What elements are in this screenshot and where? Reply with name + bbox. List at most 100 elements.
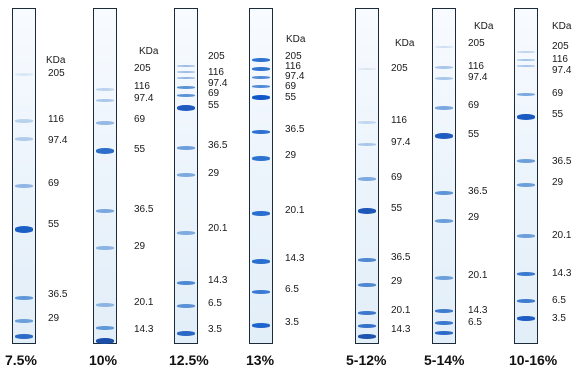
marker-label: 55 — [391, 203, 403, 214]
protein-band — [252, 156, 270, 161]
marker-label: 69 — [285, 81, 297, 92]
protein-band — [96, 88, 114, 91]
protein-band — [358, 208, 376, 214]
protein-band — [435, 77, 453, 80]
protein-band — [177, 65, 195, 67]
protein-band — [358, 324, 376, 328]
unit-label-5: KDa — [395, 38, 415, 49]
protein-band — [15, 319, 33, 323]
gel-lane-6 — [432, 8, 456, 344]
protein-band — [96, 303, 114, 307]
protein-band — [358, 121, 376, 124]
marker-label: 55 — [468, 129, 480, 140]
marker-label: 69 — [208, 88, 220, 99]
protein-band — [96, 121, 114, 125]
marker-label: 205 — [134, 63, 151, 74]
gel-percent-label: 5-12% — [346, 352, 387, 368]
protein-band — [517, 234, 535, 238]
protein-band — [358, 283, 376, 287]
protein-band — [435, 309, 453, 313]
gel-percent-label: 13% — [246, 352, 275, 368]
protein-band — [517, 299, 535, 303]
protein-band — [517, 316, 535, 321]
protein-band — [358, 334, 376, 339]
gel-lane-3 — [174, 8, 198, 344]
protein-band — [96, 148, 114, 154]
marker-label: 3.5 — [208, 324, 222, 335]
protein-band — [435, 331, 453, 335]
marker-label: 116 — [285, 61, 301, 72]
marker-label: 20.1 — [134, 297, 154, 308]
protein-band — [15, 184, 33, 188]
marker-label: 97.4 — [468, 72, 488, 83]
protein-band — [517, 59, 535, 61]
gel-percent-label: 10-16% — [509, 352, 558, 368]
marker-label: 205 — [285, 51, 302, 62]
protein-band — [435, 191, 453, 195]
marker-label: 116 — [552, 54, 568, 65]
protein-band — [252, 290, 270, 294]
marker-label: 36.5 — [391, 252, 411, 263]
marker-label: 36.5 — [285, 124, 305, 135]
marker-label: 116 — [48, 114, 64, 125]
protein-band — [435, 219, 453, 223]
marker-label: 6.5 — [468, 317, 482, 328]
protein-band — [15, 137, 33, 141]
marker-label: 97.4 — [134, 93, 154, 104]
gel-percent-label: 12.5% — [169, 352, 209, 368]
unit-label-6: KDa — [474, 21, 494, 32]
marker-label: 20.1 — [285, 205, 305, 216]
protein-band — [15, 226, 33, 233]
protein-band — [517, 114, 535, 120]
gel-lane-2 — [93, 8, 117, 344]
marker-label: 97.4 — [208, 78, 228, 89]
marker-label: 20.1 — [391, 305, 411, 316]
marker-label: 14.3 — [208, 275, 228, 286]
protein-band — [96, 246, 114, 250]
marker-label: 97.4 — [552, 65, 572, 76]
protein-band — [177, 304, 195, 308]
protein-band — [358, 258, 376, 262]
protein-band — [435, 133, 453, 139]
gel-lane-5 — [355, 8, 379, 344]
gel-lane-4 — [249, 8, 273, 344]
protein-band — [252, 67, 270, 71]
protein-band — [177, 173, 195, 177]
protein-band — [252, 85, 270, 88]
marker-label: 205 — [208, 51, 225, 62]
marker-label: 14.3 — [134, 324, 154, 335]
marker-label: 29 — [285, 150, 297, 161]
protein-band — [435, 106, 453, 110]
protein-band — [177, 94, 195, 97]
protein-band — [252, 95, 270, 100]
protein-band — [252, 76, 270, 79]
protein-band — [435, 276, 453, 280]
protein-band — [517, 183, 535, 187]
unit-label-1: KDa — [46, 55, 66, 66]
protein-band — [252, 58, 270, 62]
marker-label: 36.5 — [468, 186, 488, 197]
gel-percent-label: 7.5% — [5, 352, 37, 368]
marker-label: 69 — [468, 100, 480, 111]
marker-label: 116 — [468, 61, 484, 72]
protein-band — [177, 331, 195, 336]
marker-label: 36.5 — [208, 140, 228, 151]
marker-label: 6.5 — [552, 295, 566, 306]
protein-band — [15, 119, 33, 123]
gel-lane-1 — [12, 8, 36, 344]
marker-label: 116 — [208, 67, 224, 78]
marker-label: 14.3 — [552, 268, 572, 279]
protein-band — [358, 177, 376, 181]
marker-label: 69 — [552, 88, 564, 99]
protein-band — [177, 146, 195, 150]
marker-label: 6.5 — [208, 298, 222, 309]
protein-band — [517, 272, 535, 276]
marker-label: 205 — [391, 63, 408, 74]
protein-band — [96, 326, 114, 330]
marker-label: 29 — [552, 177, 564, 188]
protein-band — [96, 338, 114, 344]
marker-label: 29 — [391, 276, 403, 287]
protein-band — [252, 259, 270, 264]
protein-band — [96, 99, 114, 102]
marker-label: 20.1 — [552, 230, 572, 241]
